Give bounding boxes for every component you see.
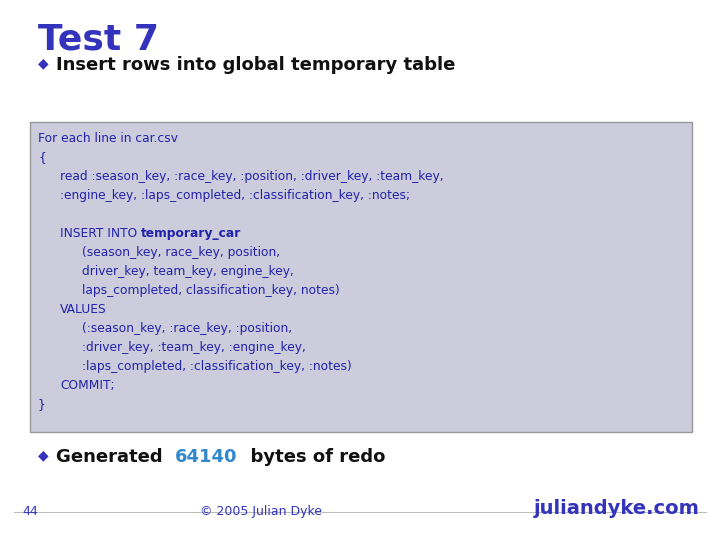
Text: read :season_key, :race_key, :position, :driver_key, :team_key,: read :season_key, :race_key, :position, … bbox=[60, 170, 444, 183]
Text: Generated: Generated bbox=[56, 448, 175, 466]
Text: :engine_key, :laps_completed, :classification_key, :notes;: :engine_key, :laps_completed, :classific… bbox=[60, 189, 410, 202]
Text: (season_key, race_key, position,: (season_key, race_key, position, bbox=[82, 246, 280, 259]
Text: laps_completed, classification_key, notes): laps_completed, classification_key, note… bbox=[82, 284, 340, 297]
Text: bytes of redo: bytes of redo bbox=[238, 448, 385, 466]
Text: :driver_key, :team_key, :engine_key,: :driver_key, :team_key, :engine_key, bbox=[82, 341, 306, 354]
Text: For each line in car.csv: For each line in car.csv bbox=[38, 132, 178, 145]
Text: Insert rows into global temporary table: Insert rows into global temporary table bbox=[56, 56, 455, 74]
Text: :laps_completed, :classification_key, :notes): :laps_completed, :classification_key, :n… bbox=[82, 360, 352, 373]
Text: ◆: ◆ bbox=[38, 448, 49, 462]
Text: (:season_key, :race_key, :position,: (:season_key, :race_key, :position, bbox=[82, 322, 292, 335]
Text: 44: 44 bbox=[22, 505, 37, 518]
Text: 64140: 64140 bbox=[175, 448, 238, 466]
Text: Test 7: Test 7 bbox=[38, 22, 159, 56]
FancyBboxPatch shape bbox=[30, 122, 692, 432]
Text: }: } bbox=[38, 398, 46, 411]
Text: juliandyke.com: juliandyke.com bbox=[534, 499, 700, 518]
Text: INSERT INTO: INSERT INTO bbox=[60, 227, 141, 240]
Text: driver_key, team_key, engine_key,: driver_key, team_key, engine_key, bbox=[82, 265, 294, 278]
Text: VALUES: VALUES bbox=[60, 303, 107, 316]
Text: temporary_car: temporary_car bbox=[141, 227, 241, 240]
Text: {: { bbox=[38, 151, 46, 164]
Text: ◆: ◆ bbox=[38, 56, 49, 70]
Text: COMMIT;: COMMIT; bbox=[60, 379, 114, 392]
Text: © 2005 Julian Dyke: © 2005 Julian Dyke bbox=[200, 505, 322, 518]
